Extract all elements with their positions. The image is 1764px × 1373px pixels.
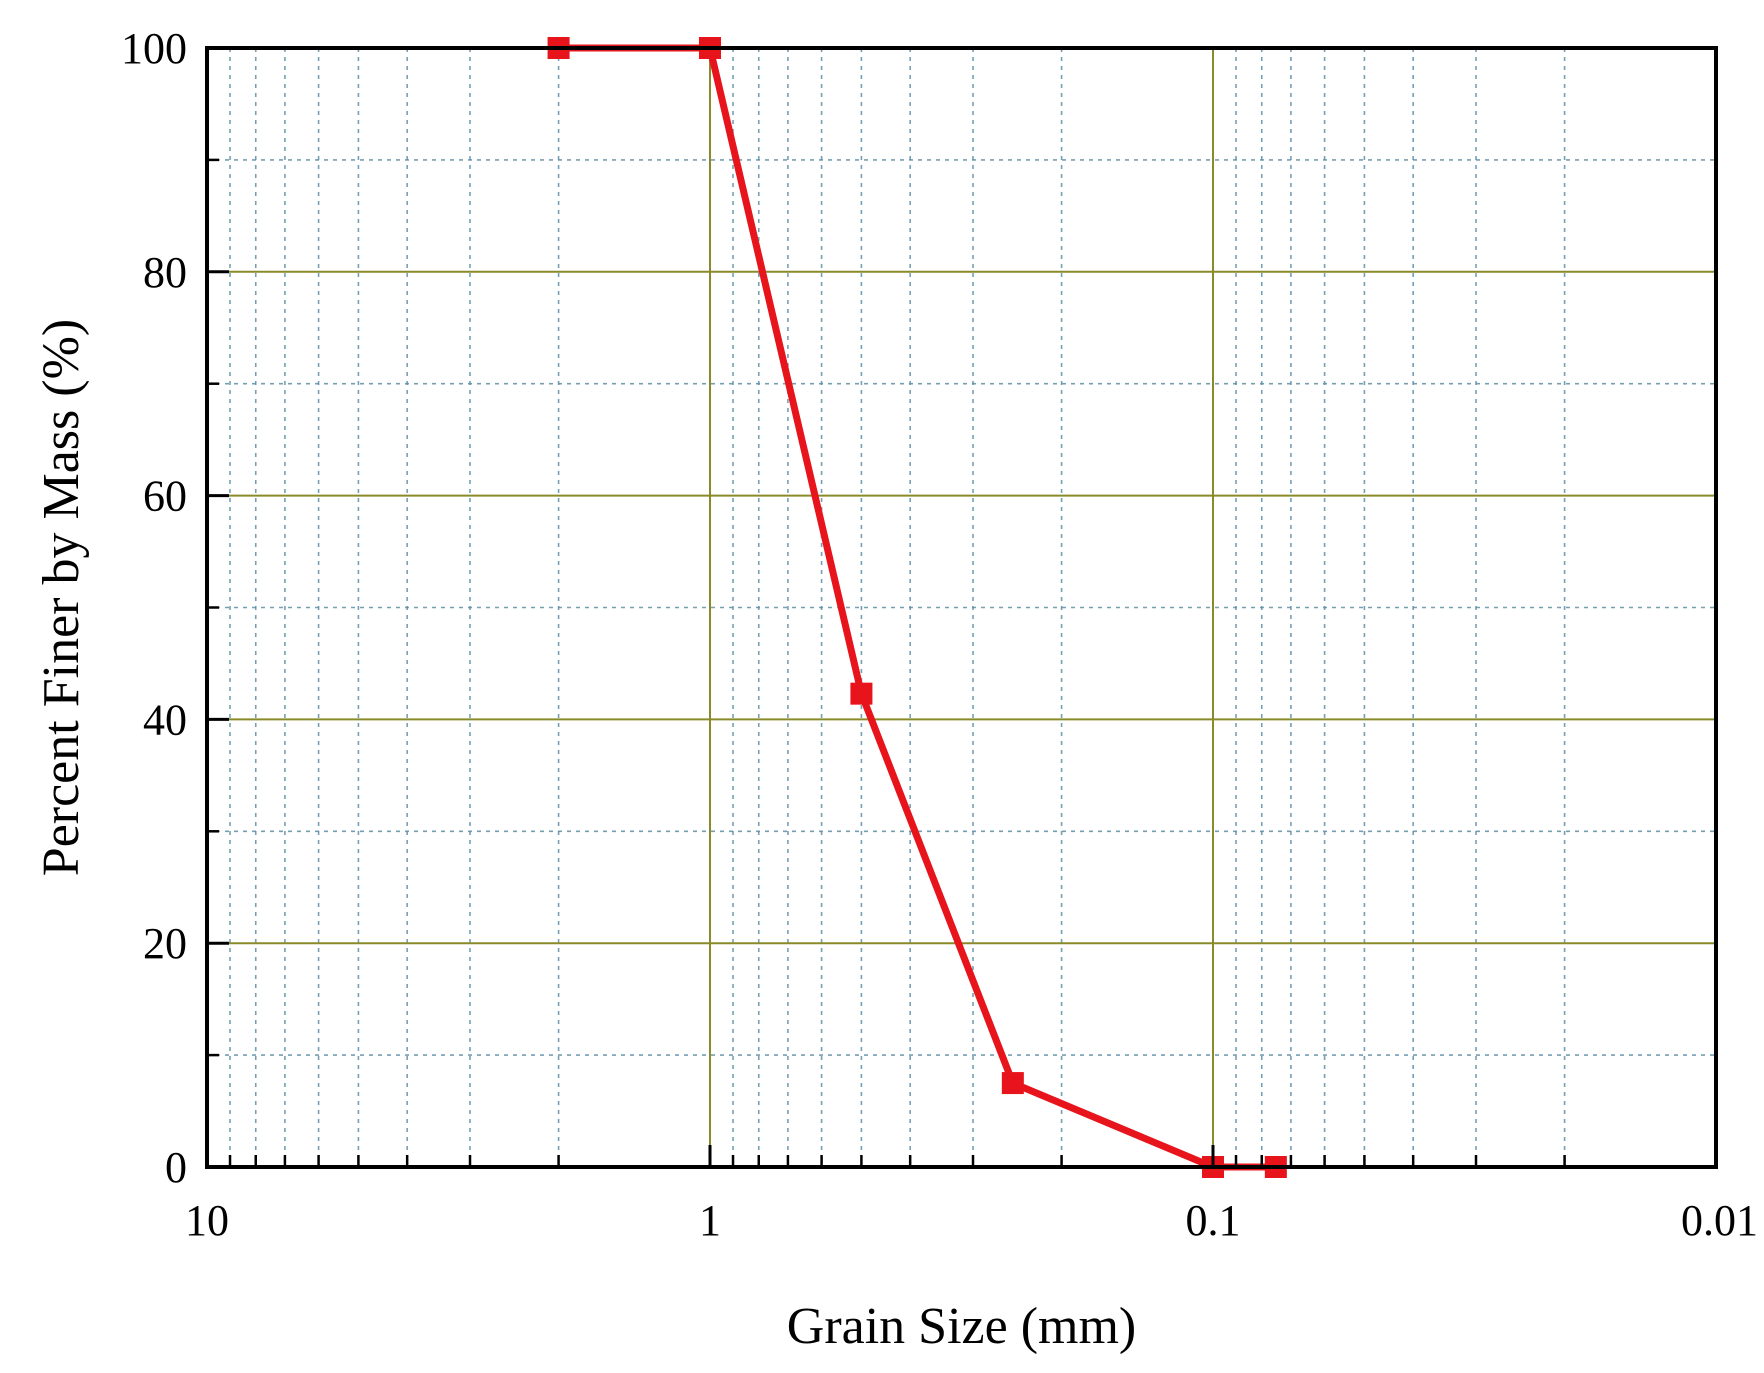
tick-layer [205, 46, 1718, 1169]
data-point-marker [850, 682, 873, 705]
y-tick-label: 40 [143, 695, 187, 744]
y-axis-title: Percent Finer by Mass (%) [33, 319, 90, 876]
y-tick-label: 20 [143, 919, 187, 968]
label-layer: 10 1 0.1 0.01 0 20 40 60 80 100 [121, 24, 1758, 1245]
y-tick-label: 0 [165, 1143, 187, 1192]
x-tick-label: 0.1 [1186, 1196, 1241, 1245]
x-axis-title: Grain Size (mm) [787, 1298, 1136, 1355]
data-point-marker [1001, 1072, 1024, 1095]
x-tick-label: 1 [699, 1196, 721, 1245]
y-tick-label: 100 [121, 24, 187, 73]
x-tick-label: 10 [185, 1196, 229, 1245]
grid-layer [207, 48, 1716, 1167]
x-tick-label: 0.01 [1681, 1196, 1758, 1245]
y-tick-label: 80 [143, 248, 187, 297]
y-tick-label: 60 [143, 472, 187, 521]
